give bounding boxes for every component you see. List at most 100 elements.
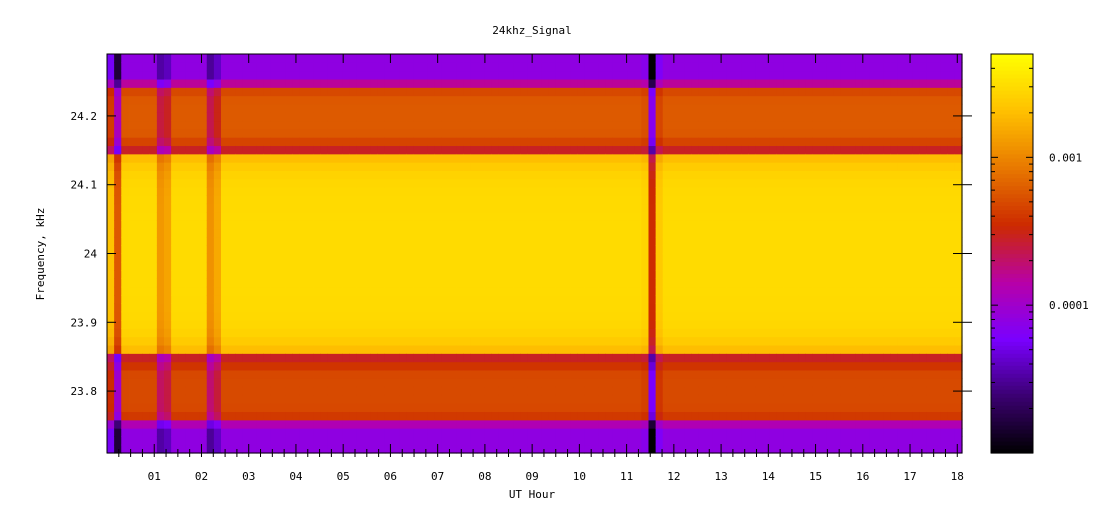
heatmap-cell — [648, 278, 657, 288]
heatmap-cell — [441, 328, 450, 338]
heatmap-cell — [833, 187, 842, 196]
heatmap-cell — [256, 145, 265, 155]
heatmap-cell — [463, 278, 471, 288]
heatmap-cell — [299, 170, 308, 180]
heatmap-cell — [149, 428, 158, 437]
heatmap-cell — [662, 95, 671, 105]
heatmap-cell — [413, 228, 422, 238]
heatmap-cell — [256, 54, 265, 63]
heatmap-cell — [256, 436, 265, 446]
heatmap-cell — [776, 170, 785, 180]
heatmap-cell — [270, 245, 279, 255]
heatmap-cell — [164, 236, 172, 246]
heatmap-cell — [434, 87, 443, 97]
heatmap-cell — [278, 178, 286, 188]
heatmap-cell — [384, 394, 393, 404]
heatmap-cell — [114, 95, 122, 105]
heatmap-cell — [121, 78, 129, 88]
heatmap-cell — [235, 220, 243, 230]
heatmap-cell — [741, 70, 749, 80]
heatmap-cell — [292, 278, 300, 288]
heatmap-cell — [178, 153, 186, 163]
heatmap-cell — [142, 228, 151, 238]
heatmap-cell — [584, 145, 593, 155]
heatmap-cell — [135, 328, 144, 338]
heatmap-cell — [712, 278, 721, 288]
heatmap-cell — [840, 236, 849, 246]
heatmap-cell — [527, 228, 536, 238]
heatmap-cell — [498, 394, 507, 404]
heatmap-cell — [570, 394, 578, 404]
heatmap-cell — [755, 195, 764, 205]
heatmap-cell — [292, 87, 300, 97]
heatmap-cell — [142, 286, 151, 296]
heatmap-cell — [684, 361, 692, 371]
heatmap-cell — [206, 311, 215, 321]
heatmap-cell — [762, 162, 771, 171]
heatmap-cell — [776, 253, 785, 263]
heatmap-cell — [498, 78, 507, 88]
heatmap-cell — [434, 195, 443, 205]
heatmap-cell — [748, 211, 756, 221]
heatmap-cell — [413, 128, 422, 138]
heatmap-cell — [684, 54, 692, 63]
heatmap-cell — [313, 328, 322, 338]
heatmap-cell — [769, 228, 778, 238]
heatmap-cell — [256, 95, 265, 105]
heatmap-cell — [278, 162, 286, 171]
heatmap-cell — [612, 195, 621, 205]
heatmap-cell — [798, 444, 806, 454]
heatmap-cell — [185, 103, 194, 113]
heatmap-cell — [648, 145, 657, 155]
heatmap-cell — [477, 162, 486, 171]
heatmap-cell — [249, 436, 258, 446]
heatmap-cell — [662, 120, 671, 130]
heatmap-cell — [456, 344, 464, 354]
heatmap-cell — [563, 95, 571, 105]
heatmap-cell — [292, 436, 300, 446]
heatmap-cell — [221, 253, 229, 263]
heatmap-cell — [434, 120, 443, 130]
heatmap-cell — [135, 162, 144, 171]
heatmap-cell — [791, 62, 799, 72]
heatmap-cell — [356, 411, 365, 421]
heatmap-cell — [840, 87, 849, 97]
heatmap-cell — [734, 112, 742, 122]
heatmap-cell — [463, 236, 471, 246]
heatmap-cell — [584, 428, 593, 437]
heatmap-cell — [541, 236, 550, 246]
heatmap-cell — [555, 344, 564, 354]
heatmap-cell — [164, 270, 172, 280]
heatmap-cell — [313, 145, 322, 155]
heatmap-cell — [434, 286, 443, 296]
heatmap-cell — [484, 369, 493, 379]
heatmap-cell — [662, 236, 671, 246]
heatmap-cell — [242, 195, 251, 205]
heatmap-cell — [669, 87, 678, 97]
heatmap-cell — [570, 403, 578, 413]
heatmap-cell — [249, 419, 258, 429]
heatmap-cell — [783, 378, 792, 388]
heatmap-cell — [563, 419, 571, 429]
heatmap-cell — [534, 386, 543, 396]
heatmap-cell — [149, 187, 158, 196]
heatmap-cell — [534, 153, 543, 163]
heatmap-cell — [798, 295, 806, 304]
heatmap-cell — [634, 211, 642, 221]
heatmap-cell — [242, 261, 251, 271]
heatmap-cell — [605, 211, 614, 221]
heatmap-cell — [669, 70, 678, 80]
heatmap-cell — [349, 436, 357, 446]
heatmap-cell — [498, 178, 507, 188]
heatmap-cell — [719, 311, 728, 321]
heatmap-cell — [349, 369, 357, 379]
heatmap-cell — [833, 145, 842, 155]
heatmap-cell — [164, 419, 172, 429]
heatmap-cell — [655, 378, 664, 388]
heatmap-cell — [149, 178, 158, 188]
heatmap-cell — [213, 278, 222, 288]
heatmap-cell — [734, 253, 742, 263]
heatmap-cell — [627, 220, 635, 230]
heatmap-cell — [256, 245, 265, 255]
heatmap-cell — [342, 70, 350, 80]
